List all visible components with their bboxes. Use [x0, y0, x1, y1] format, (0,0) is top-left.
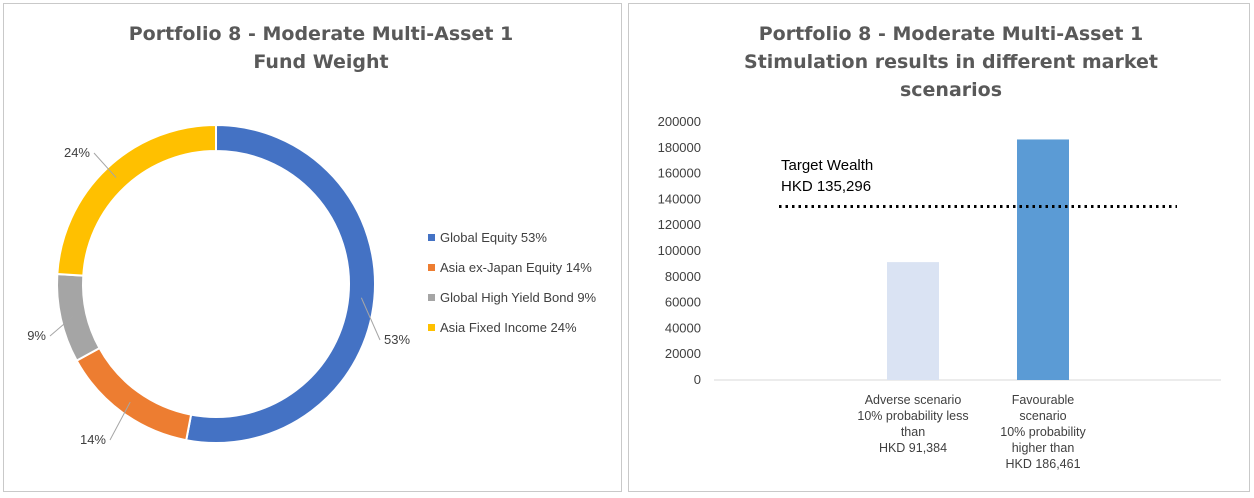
donut-slice	[75, 346, 193, 442]
slice-leader-line	[360, 297, 381, 341]
x-category-label: HKD 91,384	[879, 441, 947, 455]
slice-leader-line	[49, 315, 74, 337]
legend-label: Global Equity 53%	[440, 230, 547, 245]
y-tick-label: 100000	[658, 243, 701, 258]
chart-title-line: scenarios	[900, 79, 1002, 101]
y-tick-label: 0	[694, 372, 701, 387]
x-category-label: than	[901, 425, 925, 439]
scenario-bar-chart: Portfolio 8 - Moderate Multi-Asset 1 Stim…	[658, 23, 1221, 471]
donut-slice	[56, 272, 101, 362]
slice-data-label: 24%	[64, 145, 90, 160]
y-tick-label: 200000	[658, 114, 701, 129]
target-wealth-label: Target Wealth	[781, 157, 873, 174]
x-category-label: Favourable	[1012, 393, 1075, 407]
x-category-label: 10% probability less	[857, 409, 968, 423]
legend-swatch	[428, 324, 435, 331]
x-category-label: scenario	[1019, 409, 1066, 423]
donut-slice	[56, 123, 217, 277]
bar	[1017, 139, 1069, 380]
legend-label: Global High Yield Bond 9%	[440, 290, 597, 305]
fund-weight-donut-chart: Portfolio 8 - Moderate Multi-Asset 1 Fund…	[27, 23, 597, 447]
y-tick-label: 60000	[665, 295, 701, 310]
chart-title-line: Fund Weight	[253, 51, 388, 73]
y-tick-label: 80000	[665, 269, 701, 284]
y-tick-label: 180000	[658, 140, 701, 155]
donut-slice	[185, 123, 376, 444]
scenario-panel: Portfolio 8 - Moderate Multi-Asset 1 Stim…	[628, 3, 1250, 492]
chart-title-line: Portfolio 8 - Moderate Multi-Asset 1	[129, 23, 514, 45]
y-tick-label: 160000	[658, 166, 701, 181]
legend-label: Asia Fixed Income 24%	[440, 320, 577, 335]
y-tick-label: 140000	[658, 191, 701, 206]
y-tick-label: 40000	[665, 320, 701, 335]
slice-data-label: 53%	[384, 332, 410, 347]
chart-title-line: Stimulation results in different market	[744, 51, 1158, 73]
legend-label: Asia ex-Japan Equity 14%	[440, 260, 592, 275]
legend-swatch	[428, 294, 435, 301]
bar	[887, 262, 939, 380]
target-wealth-label: HKD 135,296	[781, 178, 871, 195]
x-category-label: higher than	[1012, 441, 1075, 455]
slice-leader-line	[109, 401, 131, 441]
y-tick-label: 20000	[665, 346, 701, 361]
legend-swatch	[428, 264, 435, 271]
chart-title-line: Portfolio 8 - Moderate Multi-Asset 1	[759, 23, 1144, 45]
x-category-label: HKD 186,461	[1005, 457, 1080, 471]
legend-swatch	[428, 234, 435, 241]
x-category-label: Adverse scenario	[865, 393, 962, 407]
x-category-label: 10% probability	[1000, 425, 1086, 439]
y-tick-label: 120000	[658, 217, 701, 232]
slice-leader-line	[93, 152, 117, 178]
fund-weight-panel: Portfolio 8 - Moderate Multi-Asset 1 Fund…	[3, 3, 622, 492]
slice-data-label: 14%	[80, 432, 106, 447]
slice-data-label: 9%	[27, 328, 46, 343]
